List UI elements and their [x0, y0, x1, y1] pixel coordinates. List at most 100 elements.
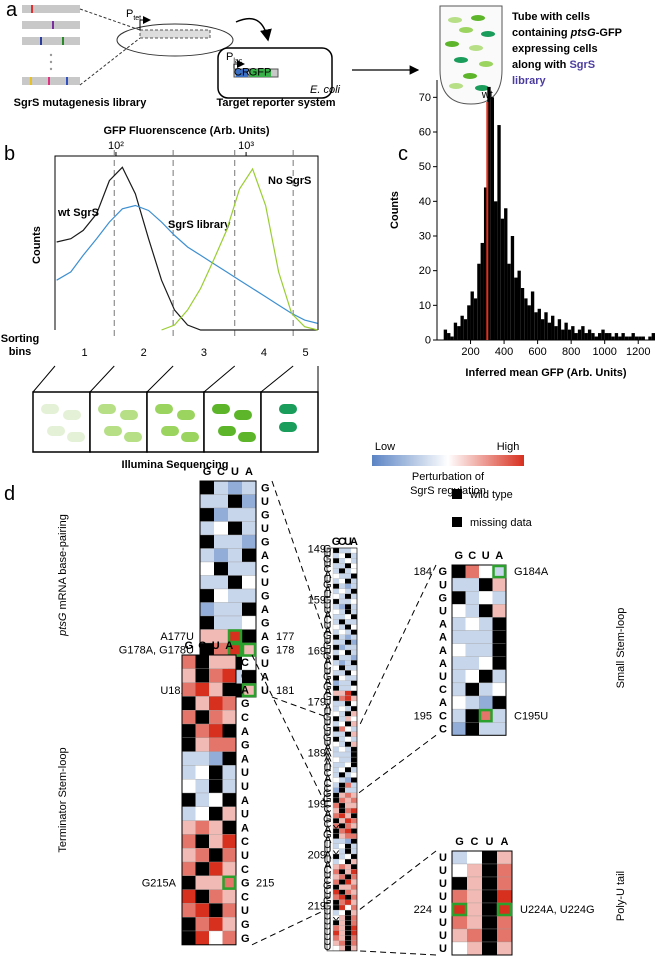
- heat-cell: [351, 583, 357, 589]
- heat-cell: [452, 942, 467, 955]
- bar: [504, 208, 508, 340]
- heat-cell: [339, 604, 345, 610]
- heat-cell: [200, 494, 214, 508]
- heat-cell: [339, 624, 345, 630]
- heat-cell: [333, 767, 339, 773]
- heat-cell: [465, 669, 479, 683]
- cell-icon: [98, 404, 116, 414]
- heat-cell: [209, 710, 223, 724]
- base-letter: G: [241, 919, 250, 931]
- heat-cell: [339, 614, 345, 620]
- heat-cell: [345, 695, 351, 701]
- heat-cell: [195, 793, 209, 807]
- heat-cell: [497, 864, 512, 877]
- cell-icon: [238, 432, 256, 442]
- heat-cell: [345, 838, 351, 844]
- heat-cell: [351, 599, 357, 605]
- heat-cell: [222, 862, 236, 876]
- bar: [651, 333, 655, 340]
- wild-type-cell: [345, 741, 351, 747]
- heat-cell: [228, 616, 242, 630]
- base-letter: A: [241, 753, 249, 765]
- heat-cell: [242, 508, 256, 522]
- cell-icon: [279, 404, 297, 414]
- heat-cell: [339, 685, 345, 691]
- base-letter: C: [241, 864, 249, 876]
- heat-cell: [452, 578, 466, 592]
- heat-cell: [351, 767, 357, 773]
- bar: [490, 97, 495, 340]
- heat-cell: [333, 593, 339, 599]
- heat-cell: [228, 629, 242, 643]
- wild-type-cell: [345, 731, 351, 737]
- base-letter: A: [324, 752, 332, 764]
- heat-cell: [200, 521, 214, 535]
- heat-cell: [351, 879, 357, 885]
- heat-cell: [351, 741, 357, 747]
- footer: Illumina Sequencing: [122, 459, 229, 471]
- base-letter: G: [241, 740, 250, 752]
- heat-cell: [222, 668, 236, 683]
- heat-cell: [345, 706, 351, 712]
- rich-text: library: [512, 75, 547, 87]
- heat-cell: [333, 563, 339, 569]
- heat-cell: [333, 889, 339, 895]
- heat-cell: [351, 736, 357, 742]
- colorbar-title: SgrS regulation: [410, 485, 486, 497]
- wild-type-cell: [222, 724, 236, 738]
- wild-type-cell: [345, 553, 351, 559]
- column-header: G: [454, 550, 463, 562]
- bin-well: [146, 391, 205, 453]
- base-letter: U: [241, 767, 249, 779]
- legend-wild-type: [452, 489, 462, 499]
- heat-cell: [345, 548, 351, 554]
- base-letter: U: [439, 865, 447, 877]
- base-letter: A: [324, 686, 332, 698]
- text-piece: ptsG: [570, 27, 597, 39]
- heat-cell: [333, 757, 339, 763]
- heat-cell: [351, 619, 357, 625]
- wild-type-cell: [182, 737, 196, 752]
- base-letter: U: [439, 943, 447, 955]
- heat-cell: [465, 591, 479, 605]
- series-line: [56, 204, 318, 324]
- heat-cell: [345, 782, 351, 788]
- heat-cell: [339, 828, 345, 834]
- heat-cell: [351, 604, 357, 610]
- heat-cell: [339, 925, 345, 931]
- mutation-box: [241, 642, 257, 657]
- base-letter: C: [241, 836, 249, 848]
- wild-type-cell: [228, 494, 242, 508]
- heat-cell: [214, 629, 228, 643]
- bar: [443, 329, 448, 340]
- wild-type-cell: [345, 593, 351, 599]
- heat-cell: [242, 589, 256, 603]
- heat-cell: [339, 726, 345, 732]
- bar: [638, 336, 642, 340]
- heat-cell: [339, 741, 345, 747]
- cell-icon: [124, 432, 142, 442]
- wild-type-cell: [345, 670, 351, 676]
- colorbar-label: High: [497, 441, 520, 453]
- base-letter: U: [439, 904, 447, 916]
- panel-label: d: [4, 483, 15, 505]
- base-letter: U: [241, 781, 249, 793]
- text-piece: containing: [512, 27, 571, 39]
- heat-cell: [333, 787, 339, 793]
- wild-type-cell: [333, 792, 339, 798]
- heat-cell: [242, 575, 256, 589]
- wild-type-cell: [351, 864, 357, 870]
- column-header: C: [198, 640, 206, 652]
- heat-cell: [195, 751, 209, 766]
- heat-cell: [345, 660, 351, 666]
- heat-cell: [351, 818, 357, 824]
- heat-cell: [465, 630, 479, 644]
- heat-cell: [467, 851, 482, 864]
- heat-cell: [333, 609, 339, 615]
- x-tick-label: 10²: [108, 140, 124, 152]
- base-letter: C: [261, 564, 269, 576]
- wild-type-cell: [195, 668, 209, 683]
- heat-cell: [222, 655, 236, 669]
- heat-cell: [333, 930, 339, 936]
- heat-cell: [339, 894, 345, 900]
